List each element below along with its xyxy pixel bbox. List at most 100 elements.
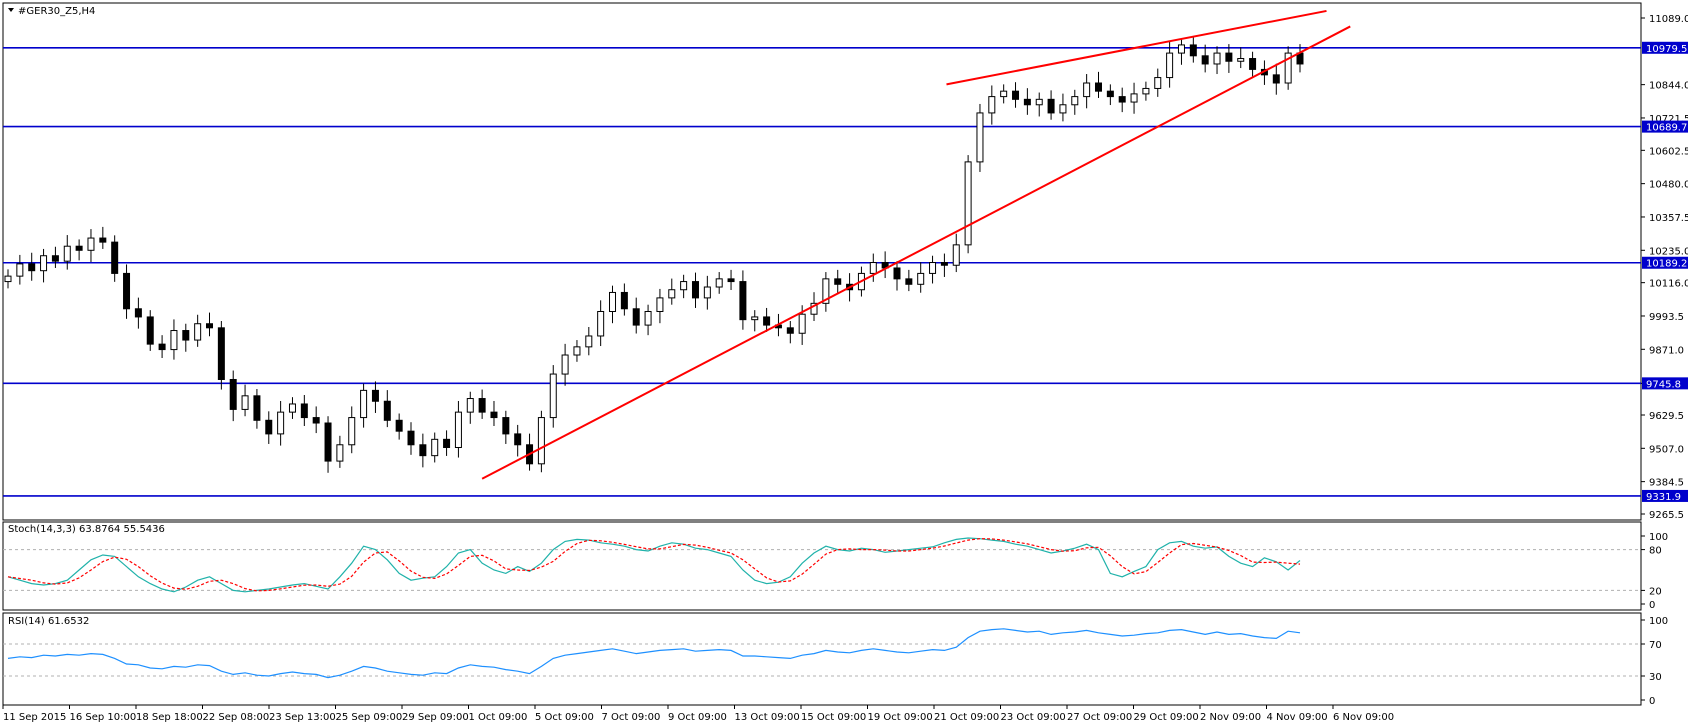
level-tag-label: 10979.5: [1646, 44, 1687, 55]
level-tag: [1642, 256, 1688, 269]
level-labels: 10979.5 10689.7 10189.2 9745.8 9331.9: [1642, 41, 1688, 503]
y-tick-label: 10480.0: [1649, 180, 1688, 191]
candle-body: [1047, 98, 1055, 114]
candle-body: [1094, 82, 1102, 92]
candle-body: [929, 262, 937, 274]
candle-body: [822, 278, 830, 304]
rsi-line: [7, 628, 1301, 679]
candle-body: [1249, 58, 1257, 70]
candle-body: [478, 398, 486, 413]
candle-body: [1083, 82, 1091, 98]
y-tick-label: 9265.5: [1649, 510, 1684, 521]
candle-body: [419, 444, 427, 457]
candle-body: [277, 411, 285, 435]
candle-body: [395, 419, 403, 432]
rsi-label: RSI(14) 61.6532: [8, 616, 89, 627]
candle-body: [170, 330, 178, 351]
candle-body: [715, 278, 723, 288]
candle-body: [893, 267, 901, 280]
y-tick-label: 9507.0: [1649, 444, 1684, 455]
y-tick-label: 10235.0: [1649, 246, 1688, 257]
candle-body: [585, 335, 593, 348]
x-tick-label: 5 Oct 09:00: [535, 712, 594, 723]
x-tick-label: 18 Sep 18:00: [136, 712, 203, 723]
x-tick-label: 4 Nov 09:00: [1267, 712, 1328, 723]
candle-body: [940, 262, 948, 266]
candle-body: [786, 327, 794, 334]
candle-body: [644, 310, 652, 326]
trendline: [481, 25, 1351, 480]
candle-body: [537, 417, 545, 465]
x-tick-label: 15 Oct 09:00: [801, 712, 866, 723]
candle-body: [620, 291, 628, 310]
candle-body: [1000, 90, 1008, 98]
candle-body: [87, 237, 95, 251]
candle-body: [28, 263, 36, 272]
trendline: [946, 9, 1327, 86]
y-tick-label: 9384.5: [1649, 478, 1684, 489]
candle-body: [241, 395, 249, 410]
y-tick-label: 9871.0: [1649, 345, 1684, 356]
candle-body: [751, 316, 759, 321]
candle-body: [514, 433, 522, 446]
candle-body: [1225, 52, 1233, 62]
candle-body: [502, 417, 510, 435]
stochastic: 100 80 20 0: [3, 532, 1668, 611]
x-tick-label: 9 Oct 09:00: [668, 712, 727, 723]
candle-body: [917, 272, 925, 285]
candle-body: [300, 403, 308, 419]
candle-body: [1023, 98, 1031, 106]
candle-body: [1106, 90, 1114, 98]
x-tick-label: 23 Sep 13:00: [269, 712, 336, 723]
candle-body: [691, 281, 699, 299]
candle-body: [727, 278, 735, 283]
candle-body: [561, 354, 569, 375]
x-tick-label: 16 Sep 10:00: [70, 712, 137, 723]
y-tick-label: 10844.0: [1649, 81, 1688, 92]
candle-body: [371, 389, 379, 402]
y-tick-label: 9629.5: [1649, 411, 1684, 422]
candle-body: [1154, 77, 1162, 89]
x-tick-label: 23 Oct 09:00: [1001, 712, 1066, 723]
candle-body: [253, 395, 261, 421]
x-tick-label: 19 Oct 09:00: [868, 712, 933, 723]
candle-body: [16, 263, 24, 277]
chart-title: #GER30_Z5,H4: [18, 6, 95, 17]
candle-body: [656, 297, 664, 312]
candle-body: [431, 438, 439, 457]
osc-tick-label: 0: [1649, 696, 1655, 707]
x-tick-label: 13 Oct 09:00: [735, 712, 800, 723]
candle-body: [99, 237, 107, 243]
candle-body: [952, 244, 960, 266]
candle-body: [834, 278, 842, 285]
price-panel: [2, 2, 1642, 521]
candle-body: [63, 245, 71, 262]
candle-body: [312, 417, 320, 424]
y-tick-label: 10116.0: [1649, 279, 1688, 290]
osc-tick-label: 100: [1649, 532, 1668, 543]
candle-body: [573, 346, 581, 356]
y-tick-label: 10602.5: [1649, 146, 1688, 157]
candle-body: [407, 430, 415, 446]
candle-body: [1118, 96, 1126, 103]
candle-body: [123, 272, 131, 310]
candle-body: [810, 302, 818, 315]
dropdown-triangle-icon[interactable]: [8, 8, 14, 12]
candle-body: [869, 262, 877, 274]
candle-body: [324, 422, 332, 462]
stoch-panel: [2, 521, 1642, 611]
candle-body: [229, 378, 237, 410]
candle-body: [597, 310, 605, 337]
candle-body: [1166, 52, 1174, 79]
candle-body: [988, 96, 996, 114]
x-tick-label: 1 Oct 09:00: [469, 712, 528, 723]
candle-body: [360, 389, 368, 419]
candles: [4, 35, 1304, 473]
y-tick-label: 11089.0: [1649, 14, 1688, 25]
x-tick-label: 27 Oct 09:00: [1067, 712, 1132, 723]
candle-body: [1142, 87, 1150, 95]
candle-body: [206, 323, 214, 329]
x-tick-label: 25 Sep 09:00: [336, 712, 403, 723]
candle-body: [1201, 55, 1209, 65]
